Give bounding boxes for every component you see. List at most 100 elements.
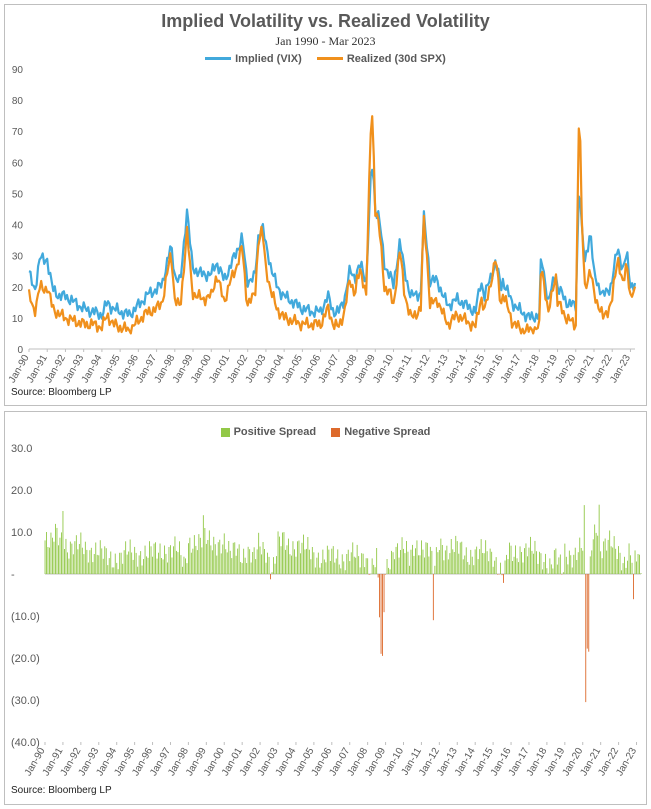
bar-positive <box>304 549 306 574</box>
y-tick-label: (10.0) <box>11 611 40 623</box>
bar-positive <box>567 564 569 574</box>
bar-positive <box>580 548 582 574</box>
bar-positive <box>624 556 625 574</box>
bar-positive <box>195 545 197 574</box>
y-tick-label: (30.0) <box>11 695 40 707</box>
bar-positive <box>183 556 185 574</box>
bar-positive <box>486 551 488 574</box>
spread-legend: Positive Spread Negative Spread <box>5 426 646 440</box>
bar-positive <box>199 537 201 574</box>
bar-positive <box>247 546 249 574</box>
bar-positive <box>68 558 70 574</box>
bar-positive <box>537 563 539 574</box>
bar-positive <box>150 546 152 574</box>
y-tick-label: 0 <box>17 345 23 356</box>
bar-positive <box>492 566 494 574</box>
bar-positive <box>64 549 65 574</box>
bar-positive <box>573 554 575 574</box>
bar-positive <box>285 549 286 574</box>
legend-swatch-realized <box>316 57 343 60</box>
bar-positive <box>491 551 493 574</box>
bar-positive <box>444 550 446 574</box>
chart-legend: Implied (VIX) Realized (30d SPX) <box>5 51 646 65</box>
bar-positive <box>292 541 294 574</box>
bar-positive <box>310 559 312 574</box>
bar-positive <box>128 551 130 574</box>
bar-positive <box>455 535 457 574</box>
bar-positive <box>440 538 442 574</box>
bar-positive <box>500 562 501 574</box>
bar-positive <box>459 542 461 574</box>
bar-positive <box>165 553 167 574</box>
bar-positive <box>159 543 161 574</box>
bar-positive <box>424 557 425 574</box>
bar-positive <box>235 555 237 574</box>
bar-positive <box>542 569 543 574</box>
bar-positive <box>346 554 348 574</box>
bar-positive <box>276 556 277 574</box>
bar-positive <box>350 552 352 574</box>
bar-positive <box>173 546 174 574</box>
bar-positive <box>373 564 375 574</box>
bar-positive <box>237 548 239 574</box>
bar-positive <box>398 557 400 574</box>
bar-positive <box>595 532 597 574</box>
bar-positive <box>568 550 570 574</box>
bar-positive <box>464 555 466 574</box>
bar-positive <box>67 552 68 574</box>
bar-positive <box>122 563 124 574</box>
bar-positive <box>49 547 50 574</box>
bar-positive <box>413 555 415 574</box>
bar-positive <box>244 557 246 574</box>
bar-positive <box>603 541 605 574</box>
bar-positive <box>177 552 179 574</box>
bar-positive <box>186 563 188 574</box>
bar-positive <box>516 558 518 574</box>
bar-positive <box>338 564 340 574</box>
bar-positive <box>246 563 248 574</box>
bar-positive <box>207 540 209 574</box>
bar-positive <box>210 545 212 574</box>
y-tick-label: (20.0) <box>11 653 40 665</box>
bar-positive <box>344 570 346 574</box>
bar-positive <box>75 535 77 574</box>
bar-positive <box>107 565 109 574</box>
bar-positive <box>288 538 289 574</box>
bar-positive <box>637 554 639 574</box>
bar-positive <box>353 556 355 574</box>
bar-positive <box>349 561 351 574</box>
bar-positive <box>386 559 388 574</box>
bar-positive <box>223 533 225 574</box>
bar-positive <box>99 540 101 574</box>
bar-positive <box>329 561 331 574</box>
bar-negative <box>586 574 588 649</box>
series-line-realized <box>27 115 637 335</box>
bar-positive <box>58 545 59 574</box>
bar-positive <box>549 558 551 574</box>
bar-positive <box>306 548 307 574</box>
bar-positive <box>400 550 401 574</box>
bar-positive <box>488 561 490 574</box>
bar-positive <box>470 549 472 574</box>
bar-positive <box>188 543 189 574</box>
bar-positive <box>225 549 227 574</box>
bar-positive <box>141 565 143 574</box>
bar-positive <box>131 552 133 574</box>
bar-positive <box>389 569 391 574</box>
bar-positive <box>630 555 631 574</box>
bar-positive <box>461 541 463 574</box>
bar-positive <box>362 553 364 574</box>
legend-label-realized: Realized (30d SPX) <box>346 52 446 65</box>
source-note: Source: Bloomberg LP <box>11 785 112 796</box>
bar-positive <box>547 573 549 575</box>
bar-positive <box>376 548 378 574</box>
bar-positive <box>152 556 153 574</box>
bar-positive <box>61 532 62 574</box>
legend-item-positive: Positive Spread <box>220 426 316 438</box>
bar-positive <box>476 546 478 574</box>
bar-positive <box>574 547 576 574</box>
bar-positive <box>618 546 619 574</box>
bar-positive <box>524 548 525 574</box>
bar-positive <box>286 545 288 574</box>
bar-positive <box>307 537 309 574</box>
